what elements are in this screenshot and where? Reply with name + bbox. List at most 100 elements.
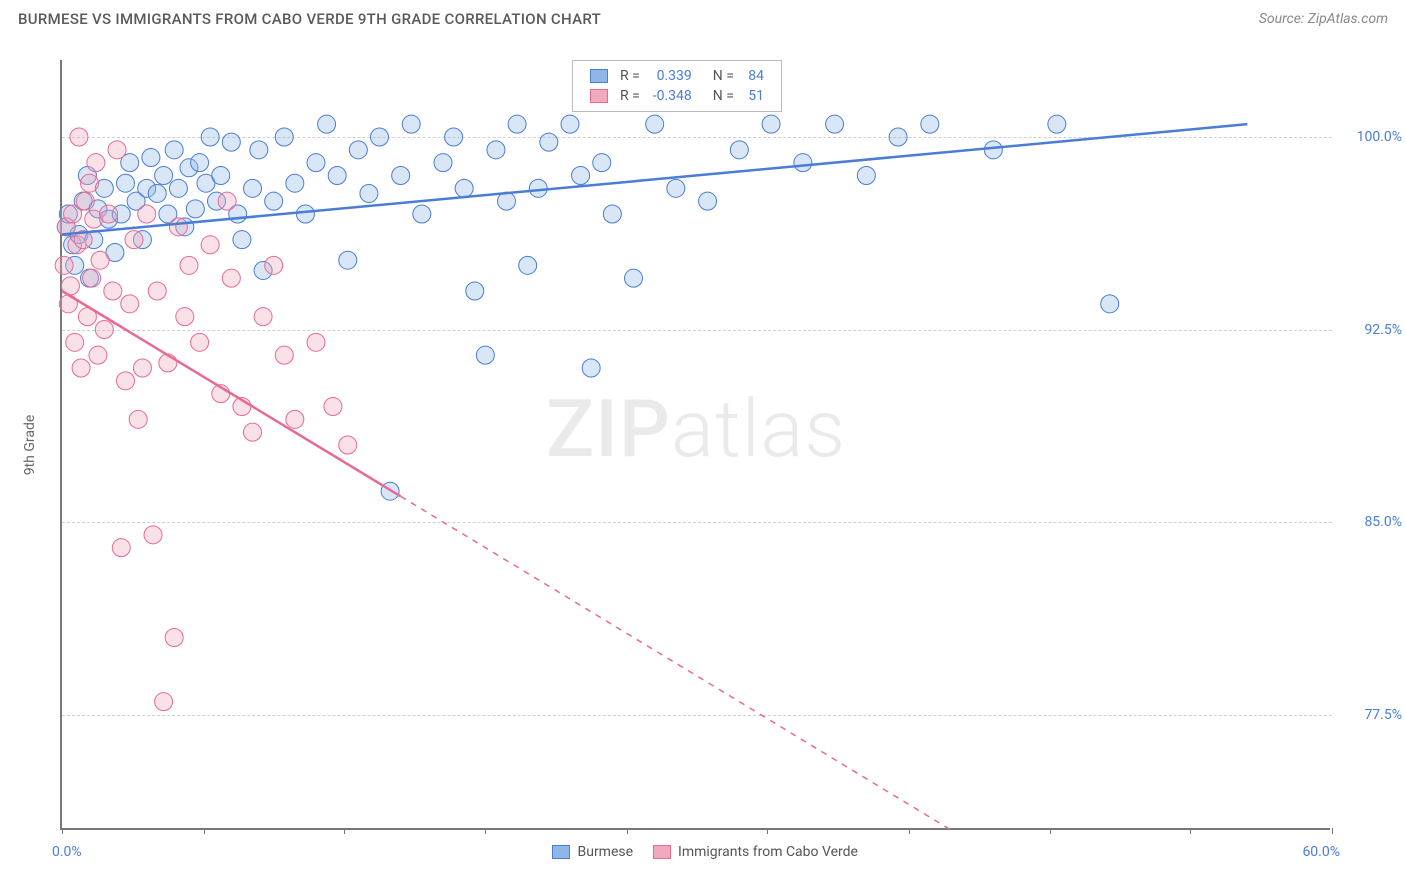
data-point-burmese bbox=[445, 128, 463, 146]
data-point-cabo bbox=[117, 372, 135, 390]
x-tick bbox=[1050, 828, 1051, 834]
data-point-burmese bbox=[857, 167, 875, 185]
data-point-cabo bbox=[76, 192, 94, 210]
r-label: R = bbox=[615, 87, 645, 105]
data-point-cabo bbox=[191, 333, 209, 351]
data-point-burmese bbox=[487, 141, 505, 159]
data-point-cabo bbox=[138, 205, 156, 223]
data-point-cabo bbox=[108, 141, 126, 159]
chart-title: BURMESE VS IMMIGRANTS FROM CABO VERDE 9T… bbox=[18, 10, 601, 28]
x-tick bbox=[627, 828, 628, 834]
data-point-burmese bbox=[148, 184, 166, 202]
corr-row-cabo: R =-0.348N =51 bbox=[585, 87, 769, 105]
data-point-burmese bbox=[466, 282, 484, 300]
legend-swatch-burmese bbox=[552, 845, 570, 859]
data-point-burmese bbox=[519, 256, 537, 274]
data-point-burmese bbox=[169, 179, 187, 197]
data-point-burmese bbox=[142, 149, 160, 167]
y-tick-label: 85.0% bbox=[1342, 514, 1402, 530]
data-point-burmese bbox=[392, 167, 410, 185]
corr-swatch-cabo bbox=[590, 89, 608, 103]
data-point-burmese bbox=[540, 133, 558, 151]
data-point-burmese bbox=[307, 154, 325, 172]
chart-container: 9th Grade 77.5%85.0%92.5%100.0% ZIPatlas… bbox=[0, 40, 1406, 892]
data-point-burmese bbox=[455, 179, 473, 197]
data-point-cabo bbox=[244, 423, 262, 441]
data-point-cabo bbox=[265, 256, 283, 274]
data-point-burmese bbox=[413, 205, 431, 223]
data-point-cabo bbox=[112, 539, 130, 557]
data-point-burmese bbox=[508, 115, 526, 133]
data-point-cabo bbox=[89, 346, 107, 364]
data-point-burmese bbox=[762, 115, 780, 133]
data-point-cabo bbox=[275, 346, 293, 364]
data-point-burmese bbox=[572, 167, 590, 185]
data-point-cabo bbox=[165, 629, 183, 647]
data-point-cabo bbox=[176, 308, 194, 326]
data-point-cabo bbox=[155, 693, 173, 711]
x-tick bbox=[1332, 828, 1333, 834]
corr-swatch-burmese bbox=[590, 69, 608, 83]
corr-row-burmese: R =0.339N =84 bbox=[585, 67, 769, 85]
data-point-burmese bbox=[349, 141, 367, 159]
data-point-cabo bbox=[121, 295, 139, 313]
trendline-cabo bbox=[62, 291, 401, 496]
x-tick bbox=[909, 828, 910, 834]
plot-area: 77.5%85.0%92.5%100.0% ZIPatlas R =0.339N… bbox=[60, 60, 1330, 830]
y-tick-label: 77.5% bbox=[1342, 707, 1402, 723]
y-tick-label: 100.0% bbox=[1342, 129, 1402, 145]
data-point-burmese bbox=[212, 167, 230, 185]
data-point-burmese bbox=[402, 115, 420, 133]
data-point-burmese bbox=[582, 359, 600, 377]
data-point-burmese bbox=[360, 184, 378, 202]
data-point-burmese bbox=[561, 115, 579, 133]
data-point-cabo bbox=[125, 231, 143, 249]
data-point-burmese bbox=[434, 154, 452, 172]
data-point-burmese bbox=[699, 192, 717, 210]
data-point-burmese bbox=[921, 115, 939, 133]
data-point-cabo bbox=[169, 218, 187, 236]
data-point-burmese bbox=[794, 154, 812, 172]
data-point-cabo bbox=[72, 359, 90, 377]
legend-swatch-cabo bbox=[653, 845, 671, 859]
x-tick bbox=[485, 828, 486, 834]
data-point-cabo bbox=[307, 333, 325, 351]
data-point-burmese bbox=[1048, 115, 1066, 133]
data-point-burmese bbox=[328, 167, 346, 185]
data-point-burmese bbox=[250, 141, 268, 159]
r-value: 0.339 bbox=[647, 67, 697, 85]
data-point-burmese bbox=[476, 346, 494, 364]
x-tick bbox=[204, 828, 205, 834]
data-point-burmese bbox=[603, 205, 621, 223]
data-point-burmese bbox=[296, 205, 314, 223]
n-label: N = bbox=[699, 67, 739, 85]
data-point-burmese bbox=[318, 115, 336, 133]
data-point-burmese bbox=[265, 192, 283, 210]
trendline-dashed-cabo bbox=[401, 496, 951, 830]
data-point-cabo bbox=[129, 410, 147, 428]
data-point-burmese bbox=[667, 179, 685, 197]
data-point-burmese bbox=[186, 200, 204, 218]
scatter-svg bbox=[62, 60, 1332, 830]
data-point-burmese bbox=[165, 141, 183, 159]
data-point-cabo bbox=[66, 333, 84, 351]
data-point-burmese bbox=[1101, 295, 1119, 313]
data-point-burmese bbox=[625, 269, 643, 287]
data-point-cabo bbox=[324, 398, 342, 416]
data-point-burmese bbox=[244, 179, 262, 197]
data-point-cabo bbox=[148, 282, 166, 300]
data-point-burmese bbox=[222, 133, 240, 151]
data-point-cabo bbox=[104, 282, 122, 300]
x-tick bbox=[767, 828, 768, 834]
n-value: 51 bbox=[741, 87, 769, 105]
legend-label-burmese: Burmese bbox=[578, 844, 634, 860]
n-value: 84 bbox=[741, 67, 769, 85]
data-point-cabo bbox=[133, 359, 151, 377]
data-point-burmese bbox=[339, 251, 357, 269]
data-point-cabo bbox=[201, 236, 219, 254]
data-point-burmese bbox=[984, 141, 1002, 159]
data-point-burmese bbox=[233, 231, 251, 249]
data-point-cabo bbox=[70, 128, 88, 146]
data-point-cabo bbox=[339, 436, 357, 454]
data-point-burmese bbox=[117, 174, 135, 192]
